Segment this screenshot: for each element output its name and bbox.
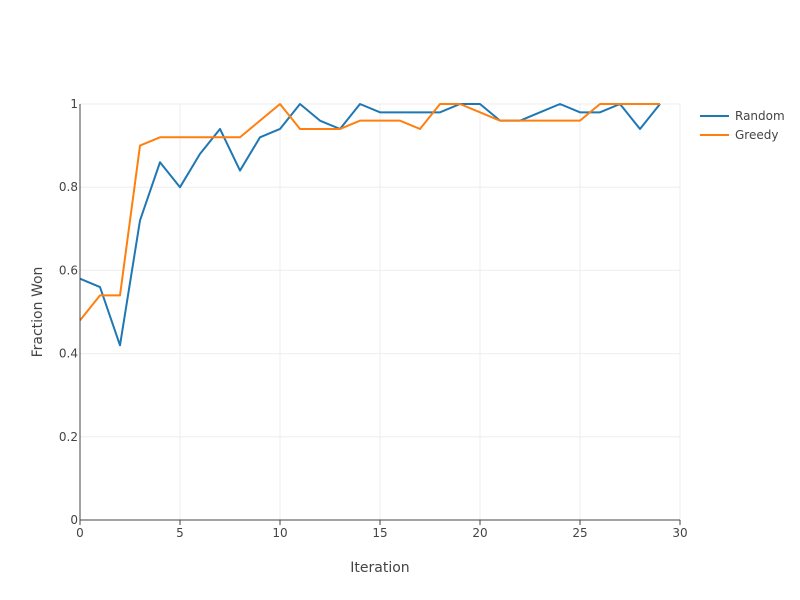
axes (79, 104, 681, 525)
legend-label: Greedy (735, 128, 778, 142)
legend-item-greedy[interactable]: Greedy (700, 128, 778, 142)
legend-label: Random (735, 109, 785, 123)
x-tick-label: 30 (672, 526, 687, 540)
y-tick-label: 0.8 (59, 180, 78, 194)
x-tick-label: 10 (272, 526, 287, 540)
series-line-greedy[interactable] (79, 103, 660, 321)
legend-item-random[interactable]: Random (700, 109, 785, 123)
y-tick-label: 0.4 (59, 347, 78, 361)
y-tick-label: 0 (70, 513, 78, 527)
x-tick-label: 0 (76, 526, 84, 540)
y-tick-label: 0.6 (59, 263, 78, 277)
series-lines (79, 103, 661, 347)
x-tick-label: 25 (572, 526, 587, 540)
legend[interactable]: Random Greedy (700, 109, 785, 142)
y-tick-label: 0.2 (59, 430, 78, 444)
y-axis-title: Fraction Won (30, 267, 46, 358)
tick-labels: 0 5 10 15 20 25 30 0 0.2 0.4 0.6 0.8 1 (59, 97, 688, 540)
x-tick-label: 15 (372, 526, 387, 540)
x-tick-label: 5 (176, 526, 184, 540)
x-tick-label: 20 (472, 526, 487, 540)
y-tick-label: 1 (70, 97, 78, 111)
series-line-random[interactable] (79, 103, 661, 347)
grid (80, 103, 681, 520)
x-axis-title: Iteration (350, 560, 409, 576)
